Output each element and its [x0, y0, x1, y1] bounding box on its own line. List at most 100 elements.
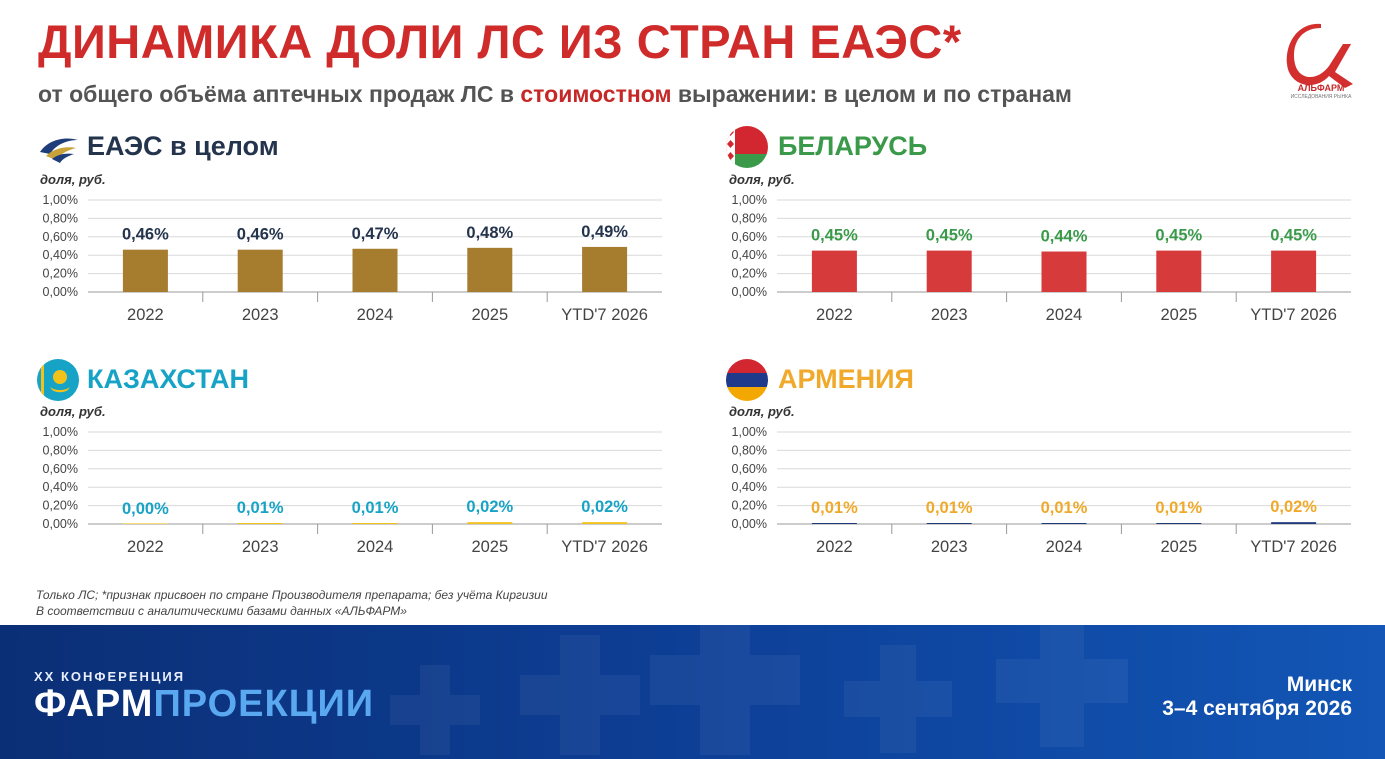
y-tick-label: 1,00% — [732, 193, 767, 207]
data-label: 0,45% — [1155, 227, 1202, 245]
x-tick-label: 2024 — [357, 306, 394, 324]
x-tick-label: 2022 — [127, 306, 164, 324]
kazakhstan-flag-icon — [37, 359, 79, 401]
bar — [467, 522, 513, 524]
logo-name: АЛЬФАРМ — [1297, 83, 1345, 93]
data-label: 0,01% — [1155, 499, 1202, 517]
y-tick-label: 0,60% — [43, 462, 78, 476]
alfarm-logo-icon — [1286, 23, 1353, 89]
footer-cross-pattern — [390, 625, 1128, 755]
conference-number: XX КОНФЕРЕНЦИЯ — [34, 669, 186, 684]
bar — [237, 523, 283, 524]
data-label: 0,49% — [581, 223, 628, 241]
x-tick-label: 2022 — [816, 306, 853, 324]
y-tick-label: 0,60% — [43, 230, 78, 244]
x-tick-label: 2025 — [1160, 538, 1197, 556]
data-label: 0,46% — [237, 226, 284, 244]
bar — [352, 523, 398, 524]
bar — [1041, 523, 1087, 524]
bar — [926, 250, 972, 292]
data-label: 0,01% — [811, 499, 858, 517]
logo-subtitle: ИССЛЕДОВАНИЯ РЫНКА — [1290, 94, 1352, 100]
y-tick-label: 0,60% — [732, 230, 767, 244]
conference-name-part-2: ПРОЕКЦИИ — [153, 683, 375, 725]
data-label: 0,48% — [466, 224, 513, 242]
y-tick-label: 0,40% — [732, 248, 767, 262]
bar — [1156, 523, 1202, 524]
data-label: 0,01% — [237, 499, 284, 517]
data-label: 0,01% — [926, 499, 973, 517]
bar — [352, 248, 398, 292]
x-tick-label: YTD'7 2026 — [1250, 306, 1337, 324]
bar — [582, 522, 628, 524]
x-tick-label: 2022 — [816, 538, 853, 556]
footnote-line-2: В соответствии с аналитическими базами д… — [36, 604, 407, 618]
data-label: 0,46% — [122, 226, 169, 244]
armenia-flag-icon — [726, 359, 768, 401]
conference-city: Минск — [1286, 673, 1352, 696]
x-tick-label: 2023 — [931, 306, 968, 324]
chart-belarus: доля, руб. 0,00% 0,20% 0,40% 0,60% 0,80% 1,00%… — [719, 172, 1359, 362]
x-tick-label: 2025 — [471, 306, 508, 324]
x-tick-label: YTD'7 2026 — [1250, 538, 1337, 556]
eaeu-emblem-icon — [40, 138, 78, 163]
y-tick-label: 0,20% — [732, 267, 767, 281]
chart-kazakhstan: доля, руб. 0,00% 0,20% 0,40% 0,60% 0,80% 1,00%… — [30, 404, 670, 594]
x-tick-label: 2024 — [1046, 538, 1083, 556]
bar — [237, 249, 283, 292]
y-tick-label: 0,20% — [43, 499, 78, 513]
y-tick-label: 0,00% — [732, 285, 767, 299]
y-tick-label: 1,00% — [43, 425, 78, 439]
y-tick-label: 0,40% — [43, 248, 78, 262]
y-tick-label: 0,00% — [43, 517, 78, 531]
bar — [926, 523, 972, 524]
data-label: 0,44% — [1041, 228, 1088, 246]
data-label: 0,02% — [581, 498, 628, 516]
chart-svg: доля, руб. 0,00% 0,20% 0,40% 0,60% 0,80% 1,00%… — [729, 172, 1351, 324]
subtitle-part-2: выражении: в целом и по странам — [671, 81, 1072, 107]
data-label: 0,01% — [352, 499, 399, 517]
data-label: 0,47% — [352, 225, 399, 243]
data-label: 0,45% — [811, 227, 858, 245]
y-tick-label: 0,40% — [43, 480, 78, 494]
conference-dates: 3–4 сентября 2026 — [1162, 697, 1352, 720]
data-label: 0,02% — [466, 498, 513, 516]
x-tick-label: 2024 — [1046, 306, 1083, 324]
panel-title-eaeu: ЕАЭС в целом — [87, 131, 279, 161]
bar — [811, 523, 857, 524]
x-tick-label: 2023 — [242, 538, 279, 556]
y-tick-label: 0,40% — [732, 480, 767, 494]
y-tick-label: 0,80% — [43, 211, 78, 225]
y-axis-label: доля, руб. — [40, 404, 106, 419]
x-tick-label: YTD'7 2026 — [561, 306, 648, 324]
data-label: 0,45% — [926, 227, 973, 245]
x-tick-label: 2023 — [242, 306, 279, 324]
y-tick-label: 1,00% — [732, 425, 767, 439]
data-label: 0,00% — [122, 500, 169, 518]
bar — [1271, 250, 1317, 292]
y-tick-label: 1,00% — [43, 193, 78, 207]
y-tick-label: 0,00% — [43, 285, 78, 299]
chart-armenia: доля, руб. 0,00% 0,20% 0,40% 0,60% 0,80% 1,00%… — [719, 404, 1359, 594]
page-subtitle: от общего объёма аптечных продаж ЛС в ст… — [38, 81, 1072, 108]
y-tick-label: 0,60% — [732, 462, 767, 476]
chart-svg: доля, руб. 0,00% 0,20% 0,40% 0,60% 0,80% 1,00%… — [40, 404, 662, 556]
bar — [122, 523, 168, 524]
footnote-line-1: Только ЛС; *признак присвоен по стране П… — [36, 588, 548, 602]
bar — [1271, 522, 1317, 524]
x-tick-label: 2024 — [357, 538, 394, 556]
chart-svg: доля, руб. 0,00% 0,20% 0,40% 0,60% 0,80% 1,00%… — [40, 172, 662, 324]
y-tick-label: 0,80% — [732, 211, 767, 225]
bar — [582, 246, 628, 292]
y-tick-label: 0,80% — [43, 443, 78, 457]
panel-title-armenia: АРМЕНИЯ — [778, 364, 914, 394]
x-tick-label: 2022 — [127, 538, 164, 556]
page-title: ДИНАМИКА ДОЛИ ЛС ИЗ СТРАН ЕАЭС* — [38, 15, 962, 68]
x-tick-label: 2025 — [1160, 306, 1197, 324]
bar — [467, 247, 513, 292]
data-label: 0,02% — [1270, 498, 1317, 516]
bar — [811, 250, 857, 292]
subtitle-part-1: от общего объёма аптечных продаж ЛС в — [38, 81, 521, 107]
chart-eaeu: доля, руб. 0,00% 0,20% 0,40% 0,60% 0,80% 1,00%… — [30, 172, 670, 362]
chart-svg: доля, руб. 0,00% 0,20% 0,40% 0,60% 0,80% 1,00%… — [729, 404, 1351, 556]
